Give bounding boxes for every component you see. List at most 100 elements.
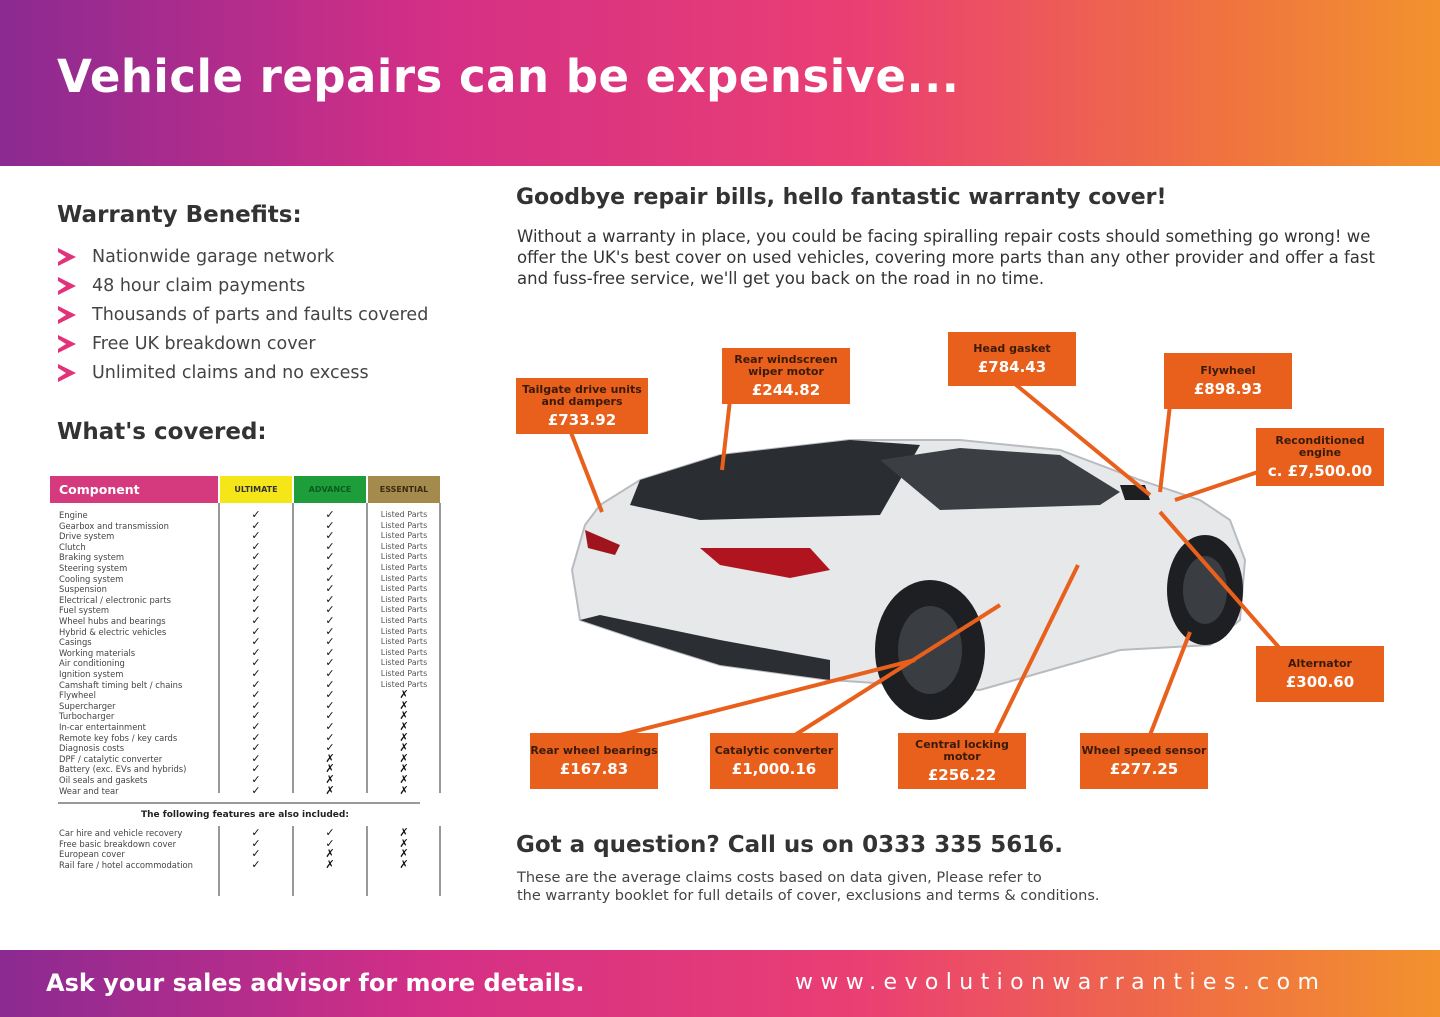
advance-mark: ✓: [325, 592, 335, 606]
essential-mark: ✗: [399, 847, 409, 861]
ultimate-mark: ✓: [251, 720, 261, 733]
essential-mark: Listed Parts: [380, 573, 428, 583]
advance-mark: ✓: [325, 688, 335, 702]
website-link[interactable]: www.evolutionwarranties.com: [795, 970, 1327, 995]
divider: [292, 503, 294, 793]
component-name: Wear and tear: [59, 785, 119, 796]
column-header-ultimate: ULTIMATE: [220, 476, 292, 503]
page-title: Vehicle repairs can be expensive...: [57, 50, 960, 103]
component-name: Air conditioning: [59, 658, 125, 669]
ultimate-mark: ✓: [251, 857, 261, 871]
callout-lines: [568, 382, 1292, 737]
essential-mark: ✗: [399, 741, 409, 755]
callout-line: [1013, 382, 1152, 497]
callout-line: [1158, 404, 1172, 493]
advance-mark: ✗: [325, 762, 335, 776]
divider: [439, 503, 441, 793]
advance-mark: ✗: [325, 783, 335, 797]
essential-mark: Listed Parts: [380, 679, 428, 689]
ultimate-mark: ✓: [251, 645, 261, 659]
advance-mark: ✗: [325, 773, 335, 786]
component-name: Fuel system: [59, 605, 110, 616]
callout-line: [1148, 631, 1192, 736]
part-name: Central locking motor: [915, 737, 1009, 763]
arrow-icon: [58, 305, 80, 324]
callout-box: Catalytic converter £1,000.16: [710, 733, 838, 789]
essential-mark: Listed Parts: [380, 584, 428, 594]
advance-mark: ✓: [325, 508, 335, 521]
ultimate-mark: ✓: [251, 508, 261, 521]
component-name: Gearbox and transmission: [59, 520, 169, 531]
advance-mark: ✓: [325, 550, 335, 564]
part-name: Rear windscreen wiper motor: [734, 352, 838, 378]
ultimate-mark: ✓: [251, 667, 261, 680]
callout-line: [720, 399, 732, 471]
ultimate-mark: ✓: [251, 603, 261, 617]
ultimate-mark: ✓: [251, 592, 261, 606]
column-header-advance: ADVANCE: [294, 476, 366, 503]
ultimate-mark: ✓: [251, 741, 261, 755]
ultimate-mark: ✓: [251, 656, 261, 670]
advance-mark: ✓: [325, 561, 335, 574]
car-icon: [570, 439, 1247, 720]
advance-mark: ✓: [325, 571, 335, 585]
advance-mark: ✓: [325, 635, 335, 649]
benefit-item: Unlimited claims and no excess: [58, 358, 428, 387]
extra-feature-name: European cover: [59, 849, 125, 860]
callout-line: [1174, 470, 1259, 502]
divider: [218, 826, 220, 896]
component-name: Flywheel: [59, 690, 96, 701]
ultimate-mark: ✓: [251, 826, 261, 839]
advance-mark: ✓: [325, 826, 335, 839]
advance-mark: ✗: [325, 751, 335, 765]
essential-mark: ✗: [399, 698, 409, 712]
covered-title: What's covered:: [57, 419, 267, 445]
essential-mark: Listed Parts: [380, 626, 428, 636]
ultimate-mark: ✓: [251, 539, 261, 553]
benefit-label: Thousands of parts and faults covered: [92, 304, 429, 325]
ultimate-mark: ✓: [251, 677, 261, 691]
part-price: £244.82: [751, 380, 821, 399]
ultimate-mark: ✓: [251, 582, 261, 596]
essential-mark: ✗: [399, 709, 409, 723]
callout-line: [793, 603, 1002, 737]
component-name: Ignition system: [59, 669, 124, 679]
essential-mark: ✗: [399, 773, 409, 786]
ultimate-mark: ✓: [251, 550, 261, 564]
benefit-item: 48 hour claim payments: [58, 271, 428, 300]
advance-mark: ✓: [325, 518, 335, 532]
essential-mark: Listed Parts: [380, 658, 428, 668]
callout-line: [619, 658, 916, 737]
component-name: DPF / catalytic converter: [59, 753, 163, 764]
ultimate-mark: ✓: [251, 783, 261, 797]
question-heading: Got a question? Call us on 0333 335 5616…: [516, 832, 1063, 858]
benefits-list: Nationwide garage network 48 hour claim p…: [58, 242, 428, 387]
component-name: Casings: [59, 637, 92, 648]
component-name: Suspension: [59, 584, 107, 595]
advance-mark: ✓: [325, 836, 335, 850]
ultimate-mark: ✓: [251, 561, 261, 574]
part-price: £256.22: [927, 765, 997, 784]
essential-mark: Listed Parts: [380, 520, 428, 530]
essential-mark: Listed Parts: [380, 563, 428, 572]
column-header-essential: ESSENTIAL: [368, 476, 440, 503]
callout-line: [568, 429, 604, 513]
disclaimer-line: These are the average claims costs based…: [517, 870, 1042, 886]
component-name: Engine: [59, 510, 88, 520]
essential-mark: Listed Parts: [380, 647, 428, 657]
ultimate-mark: ✓: [251, 836, 261, 850]
ultimate-mark: ✓: [251, 614, 261, 627]
ultimate-mark: ✓: [251, 698, 261, 712]
advance-mark: ✓: [325, 667, 335, 680]
header-banner: Vehicle repairs can be expensive...: [0, 0, 1440, 166]
callout-box: Wheel speed sensor £277.25: [1080, 733, 1208, 789]
benefit-item: Free UK breakdown cover: [58, 329, 428, 358]
part-price: c. £7,500.00: [1267, 461, 1373, 480]
essential-mark: ✗: [399, 720, 409, 733]
callout-box: Alternator £300.60: [1256, 646, 1384, 702]
essential-mark: ✗: [399, 836, 409, 850]
ultimate-mark: ✓: [251, 709, 261, 723]
ultimate-mark: ✓: [251, 529, 261, 543]
essential-mark: Listed Parts: [380, 541, 428, 551]
